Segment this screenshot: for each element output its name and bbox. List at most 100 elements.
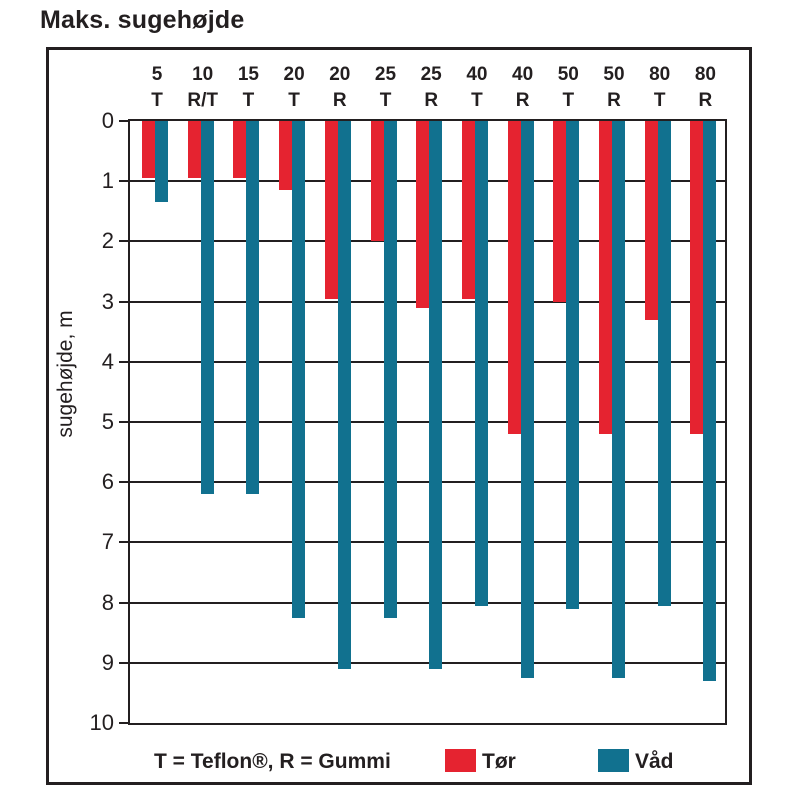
bar-tor-80R (690, 121, 704, 435)
y-tick-label: 10 (89, 710, 114, 735)
gridline (130, 541, 725, 544)
column-header-material: R/T (187, 90, 218, 111)
column-header-material: R (424, 90, 439, 111)
bar-vad-50T (566, 121, 580, 609)
y-axis-tick (119, 360, 130, 363)
column-header-material: T (288, 90, 300, 111)
column-header: 50 R (579, 62, 649, 114)
y-axis-tick (119, 481, 130, 484)
bar-vad-40R (520, 121, 534, 678)
y-tick-label: 1 (101, 168, 114, 194)
bar-tor-10RT (187, 121, 201, 179)
bar-vad-25R (429, 121, 443, 669)
column-header-material: T (379, 90, 392, 111)
bar-vad-5T (155, 121, 168, 203)
column-header-size: 80 (649, 64, 671, 85)
y-axis-tick (119, 300, 130, 303)
legend-vad-swatch (598, 749, 629, 772)
column-header-size: 20 (329, 64, 351, 85)
column-header: 80 R (670, 62, 740, 114)
y-axis-tick (119, 120, 130, 122)
bar-vad-80T (657, 121, 671, 606)
y-axis-tick (119, 240, 130, 243)
bar-tor-20T (279, 121, 293, 191)
bar-vad-10RT (200, 121, 214, 495)
column-header-material: R (698, 90, 713, 111)
column-header: 10 R/T (168, 62, 238, 114)
column-header-size: 40 (512, 64, 534, 85)
bar-tor-40T (461, 121, 475, 299)
legend-note: T = Teflon®, R = Gummi (154, 750, 391, 773)
bar-tor-20R (324, 121, 338, 299)
y-tick-label: 2 (101, 228, 114, 254)
bar-vad-50R (612, 121, 625, 678)
bar-vad-40T (474, 121, 488, 606)
gridline (130, 601, 725, 604)
legend-vad-label: Våd (635, 750, 674, 773)
y-tick-label: 9 (101, 649, 114, 675)
bar-tor-25R (416, 121, 430, 308)
column-header: 50 T (533, 62, 603, 114)
gridline (130, 360, 725, 363)
y-tick-label: 4 (101, 348, 114, 374)
bar-tor-50R (599, 121, 612, 435)
bar-tor-40R (507, 121, 521, 435)
y-axis-tick (119, 180, 130, 183)
column-header-size: 40 (466, 64, 488, 85)
bar-tor-80T (644, 121, 658, 320)
column-header-size: 25 (420, 64, 442, 85)
bar-tor-25T (370, 121, 384, 242)
plot-area: sugehøjde, m 0 1 2 3 4 5 6 7 8 9 10 (54, 108, 727, 735)
bar-vad-80R (703, 121, 717, 681)
bar-vad-20T (292, 121, 306, 618)
y-tick-label: 3 (101, 288, 114, 314)
column-header: 15 T (213, 62, 283, 114)
legend-tor-swatch (445, 749, 476, 772)
bar-tor-15T (233, 121, 247, 179)
column-header-size: 5 (151, 64, 163, 85)
column-header-size: 10 (192, 64, 214, 85)
y-tick-label: 0 (101, 108, 114, 133)
chart-title: Maks. sugehøjde (40, 6, 245, 34)
column-header: 20 R (305, 62, 375, 114)
column-header-size: 20 (283, 64, 305, 85)
column-header-material: T (471, 90, 483, 111)
y-tick-label: 7 (101, 529, 114, 555)
y-tick-label: 6 (101, 469, 114, 495)
y-axis-tick (119, 661, 130, 664)
gridline (130, 421, 725, 423)
column-header-size: 25 (374, 64, 397, 85)
column-header: 40 R (488, 62, 558, 114)
y-axis-tick (119, 722, 130, 724)
y-tick-label: 8 (101, 589, 114, 615)
bar-vad-20R (337, 121, 351, 669)
column-header: 25 T (351, 62, 421, 114)
column-header-material: T (151, 90, 163, 111)
column-header: 80 T (625, 62, 695, 114)
bar-vad-15T (246, 121, 260, 495)
chart-frame: 5 T 10 R/T 15 T 20 T 20 R 25 T 25 R 40 T 40 R 50 T 50 R 80 T 80 R… (46, 47, 752, 785)
y-tick-label: 5 (101, 409, 114, 434)
column-header: 25 R (396, 62, 466, 114)
column-header-material: T (562, 90, 575, 111)
column-header: 40 T (442, 62, 512, 114)
column-header-size: 50 (603, 64, 625, 85)
column-header-material: R (515, 90, 530, 111)
column-header-material: R (332, 90, 347, 111)
column-header-size: 50 (557, 64, 579, 85)
column-header-size: 80 (694, 64, 716, 85)
y-axis-tick (119, 601, 130, 604)
y-axis-tick (119, 541, 130, 544)
column-header-material: T (653, 90, 666, 111)
column-header-material: T (242, 90, 255, 111)
legend-tor-label: Tør (482, 750, 516, 773)
gridline (130, 661, 725, 664)
bar-tor-50T (553, 121, 567, 302)
column-header: 20 T (259, 62, 329, 114)
column-header-size: 15 (237, 64, 259, 85)
column-header-material: R (607, 90, 621, 111)
y-axis-tick (119, 421, 130, 423)
bar-tor-5T (142, 121, 155, 179)
gridline (130, 481, 725, 484)
